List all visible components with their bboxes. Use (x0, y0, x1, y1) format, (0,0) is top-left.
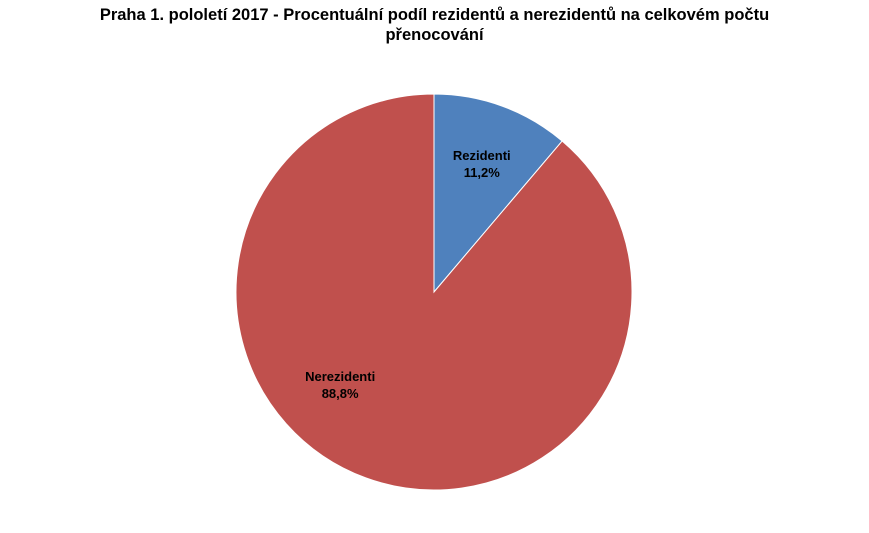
chart-title-line-2: přenocování (385, 26, 484, 44)
pie-slice-rezidenti (433, 93, 563, 294)
slice-label-name-nerezidenti: Nerezidenti (305, 369, 375, 384)
chart-title-line-1: Praha 1. pololetí 2017 - Procentuální po… (99, 6, 770, 24)
slice-label-name-rezidenti: Rezidenti (453, 148, 511, 163)
pie-slice-nerezidenti (235, 93, 633, 491)
slice-label-value-rezidenti: 11,2% (464, 165, 501, 180)
slice-label-value-nerezidenti: 88,8% (322, 386, 359, 401)
chart-title: Praha 1. pololetí 2017 - Procentuální po… (0, 5, 869, 45)
